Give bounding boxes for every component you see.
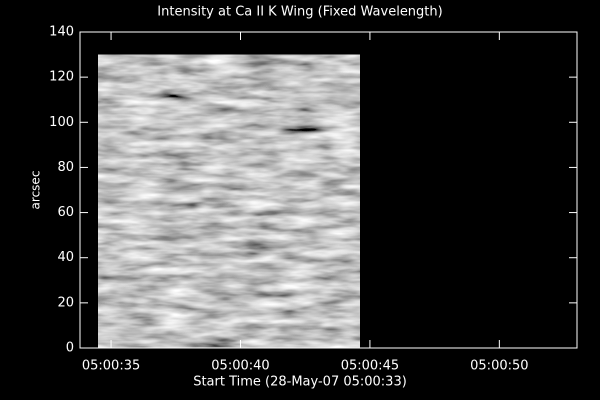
x-axis-label: Start Time (28-May-07 05:00:33) xyxy=(193,375,407,390)
chart-title: Intensity at Ca II K Wing (Fixed Wavelen… xyxy=(157,5,442,20)
y-tick-label: 120 xyxy=(49,70,74,85)
y-tick-label: 40 xyxy=(57,250,74,265)
x-tick-label: 05:00:35 xyxy=(82,359,140,374)
y-tick-label: 100 xyxy=(49,115,74,130)
intensity-image xyxy=(98,54,360,348)
x-tick-label: 05:00:40 xyxy=(211,359,269,374)
y-tick-label: 60 xyxy=(57,205,74,220)
plot-frame xyxy=(79,31,578,349)
x-tick-label: 05:00:45 xyxy=(341,359,399,374)
x-tick-label: 05:00:50 xyxy=(470,359,528,374)
y-tick-label: 20 xyxy=(57,295,74,310)
y-tick-label: 140 xyxy=(49,25,74,40)
y-axis-label: arcsec xyxy=(29,171,43,210)
y-tick-label: 0 xyxy=(66,341,74,356)
y-tick-label: 80 xyxy=(57,160,74,175)
